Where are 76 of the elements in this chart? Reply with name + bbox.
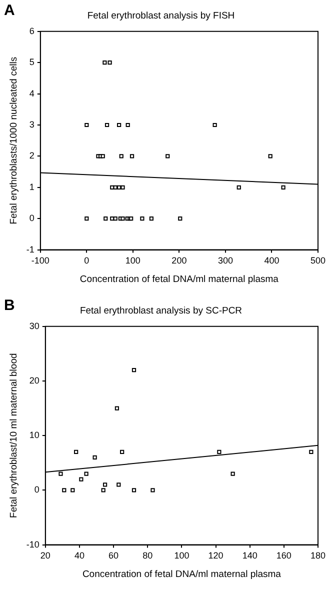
point (102, 482, 108, 487)
point (117, 122, 122, 128)
point (92, 455, 97, 460)
y-tick-label: -10 (26, 539, 40, 550)
point (132, 368, 136, 372)
x-axis-title: Concentration of fetal DNA/ml maternal plasma (82, 568, 282, 580)
point (132, 488, 136, 492)
point (236, 185, 241, 190)
point (217, 450, 222, 454)
x-tick-label: 500 (310, 256, 326, 266)
x-axis-title: Concentration of fetal DNA/ml maternal plasma (80, 274, 280, 285)
x-tick-label: 180 (310, 550, 326, 561)
point (70, 488, 75, 492)
point (309, 450, 314, 454)
point (126, 122, 130, 128)
point (84, 122, 89, 128)
x-tick-label: 100 (174, 550, 190, 561)
point (74, 450, 78, 454)
chart-title: Fetal erythroblast analysis by SC-PCR (80, 305, 242, 316)
y-tick-label: 2 (29, 150, 34, 161)
x-tick-label: 0 (84, 256, 90, 266)
point (119, 154, 124, 158)
y-axis-title: Fetal erythroblasts/1000 nucleated cells (8, 56, 20, 224)
chart-title: Fetal erythroblast analysis by FISH (87, 10, 235, 22)
x-tick-label: 20 (40, 550, 50, 561)
point (58, 472, 63, 476)
point (108, 60, 112, 65)
point (84, 216, 89, 221)
y-tick-label: 3 (29, 119, 34, 130)
x-tick-label: 40 (74, 550, 84, 561)
y-tick-label: 4 (29, 88, 34, 98)
y-tick-label: -1 (26, 244, 34, 254)
point (79, 477, 84, 482)
x-tick-label: 300 (218, 256, 233, 266)
y-tick-label: 0 (34, 484, 40, 495)
point (104, 216, 108, 221)
point (140, 216, 144, 221)
point (281, 185, 286, 190)
point (230, 472, 235, 476)
point (101, 488, 106, 492)
point (62, 488, 66, 492)
point (166, 154, 170, 158)
x-tick-label: 100 (125, 256, 140, 266)
x-tick-label: 60 (108, 550, 119, 561)
point (212, 122, 217, 128)
x-tick-label: 120 (208, 550, 224, 561)
point (150, 488, 155, 492)
point (130, 154, 134, 158)
y-axis-title: Fetal erythroblast/10 ml maternal blood (8, 353, 20, 518)
x-tick-label: 200 (172, 256, 187, 266)
text: B (4, 297, 15, 314)
point (102, 60, 107, 65)
x-tick-label: 140 (242, 550, 258, 561)
point (268, 154, 272, 158)
y-tick-label: 0 (29, 213, 34, 224)
text: A (4, 2, 15, 19)
x-tick-label: 80 (142, 550, 153, 561)
y-tick-label: 1 (29, 182, 34, 192)
y-tick-label: 30 (29, 320, 40, 331)
x-tick-label: 160 (276, 550, 292, 561)
y-tick-label: 20 (29, 375, 40, 386)
point (149, 216, 154, 221)
y-tick-label: 6 (29, 26, 34, 36)
point (113, 216, 118, 221)
point (120, 185, 125, 190)
point (104, 122, 110, 128)
y-tick-label: 10 (29, 430, 40, 440)
x-tick-label: 400 (264, 256, 280, 266)
point (120, 450, 124, 454)
x-tick-label: -100 (31, 256, 50, 266)
point (116, 482, 121, 487)
point (120, 216, 125, 221)
point (84, 472, 88, 476)
point (178, 216, 182, 221)
point (114, 406, 120, 410)
y-tick-label: 5 (29, 57, 34, 68)
